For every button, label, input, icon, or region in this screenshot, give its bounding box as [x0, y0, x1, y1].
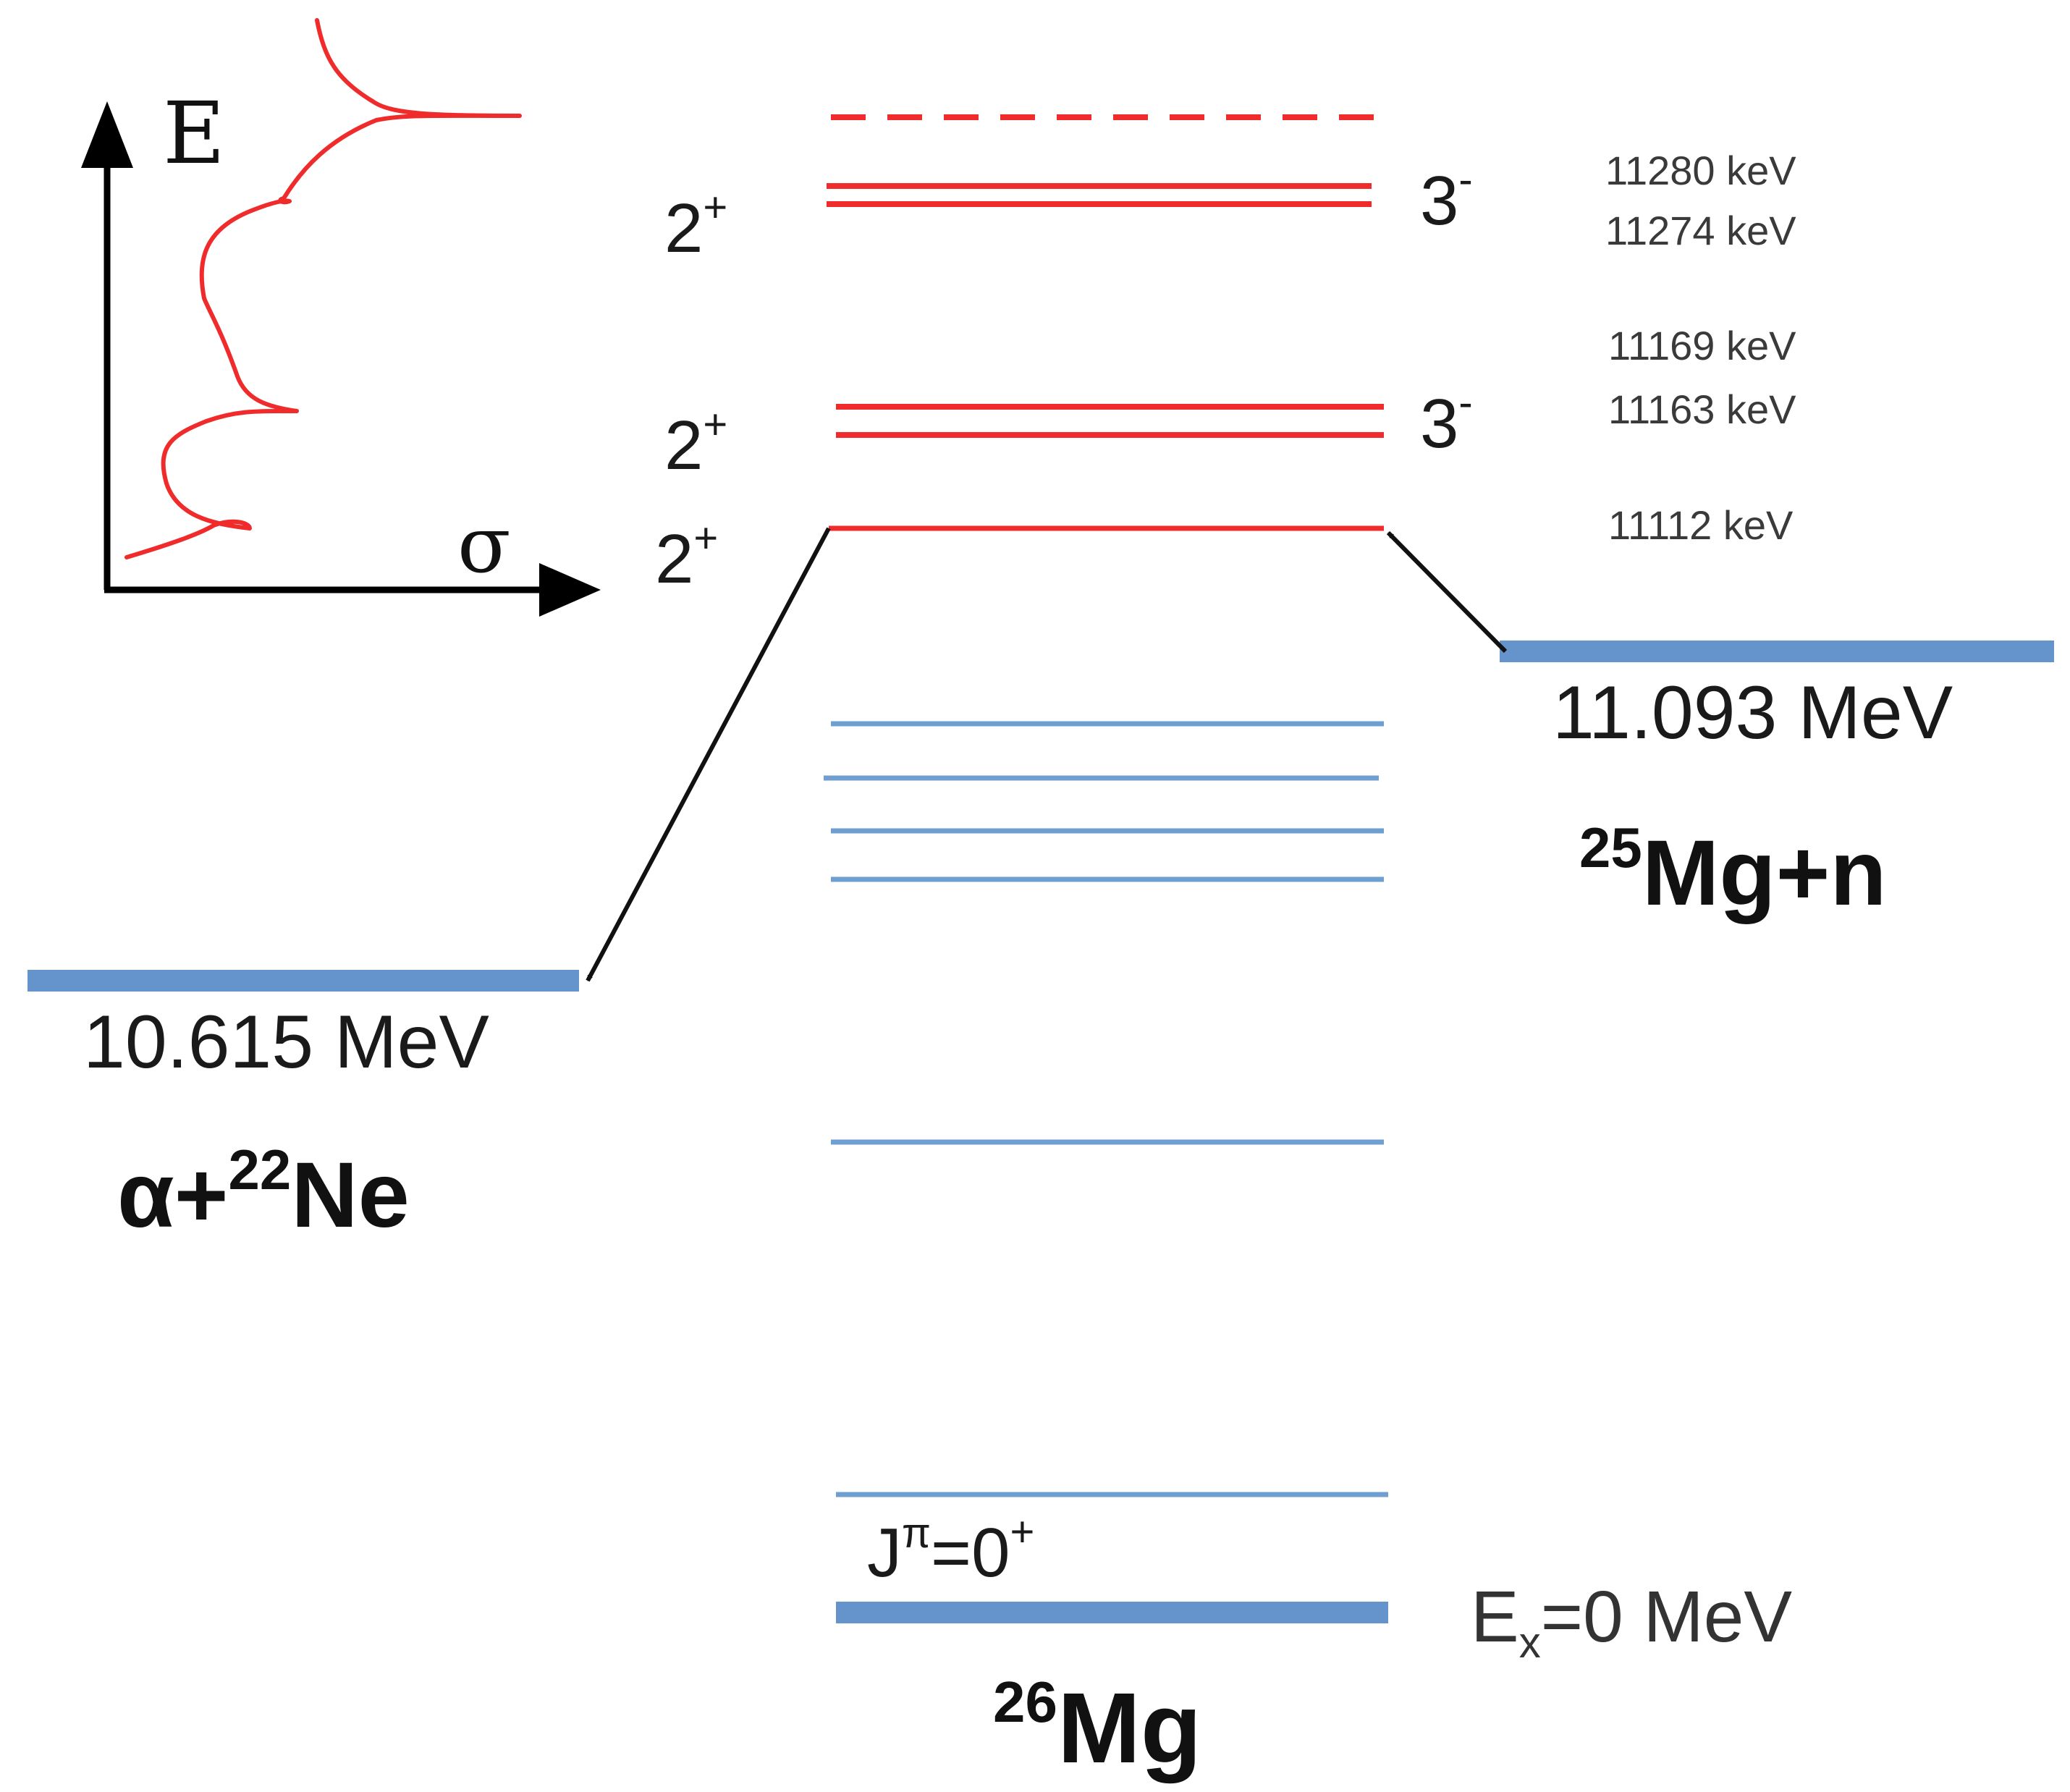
inset-x-arrowhead	[539, 563, 601, 617]
spin-label-right-top: 3-	[1420, 156, 1473, 240]
energy-label-11280: 11280 keV	[1605, 148, 1796, 193]
energy-label-11274: 11274 keV	[1605, 208, 1796, 253]
ex-sub: x	[1519, 1618, 1541, 1667]
inset-plot: E σ	[81, 18, 601, 617]
ex-e: E	[1471, 1576, 1519, 1657]
mass-number: 22	[228, 1138, 291, 1201]
mass-number: 25	[1579, 816, 1642, 879]
spin-label-left-mid: 2+	[664, 401, 727, 484]
energy-labels: 11280 keV 11274 keV 11169 keV 11163 keV …	[1605, 148, 1796, 548]
nucleus-name: Mg	[1057, 1673, 1201, 1784]
spin-label-left-top: 2+	[664, 184, 727, 267]
jpi-value: =0	[931, 1514, 1010, 1592]
jpi-plus: +	[1010, 1508, 1034, 1555]
spin-value: 2	[655, 520, 693, 598]
energy-label-11169: 11169 keV	[1608, 323, 1796, 368]
parity-plus: +	[703, 401, 727, 448]
inset-y-label: E	[163, 83, 225, 183]
nucleus-label: 26Mg	[993, 1670, 1201, 1784]
parity-minus: -	[1458, 156, 1472, 203]
spin-value: 3	[1420, 162, 1458, 240]
neutron-threshold-energy: 11.093 MeV	[1552, 671, 1953, 755]
alpha-emission-arrow	[586, 527, 831, 982]
energy-label-11112: 11112 keV	[1608, 502, 1794, 548]
inset-x-label: σ	[457, 500, 511, 591]
ground-jpi-label: Jπ=0+	[867, 1508, 1034, 1592]
alpha-channel-label: α+22Ne	[117, 1138, 410, 1247]
cross-section-curve	[124, 18, 522, 559]
parity-plus: +	[693, 515, 718, 562]
parity-plus: +	[703, 184, 727, 231]
jpi-j: J	[867, 1514, 902, 1592]
energy-label-11163: 11163 keV	[1608, 386, 1796, 432]
parity-minus: -	[1458, 379, 1472, 426]
ground-ex-label: Ex=0 MeV	[1471, 1576, 1792, 1667]
alpha-threshold-energy: 10.615 MeV	[83, 1000, 489, 1084]
spin-value: 2	[664, 190, 703, 267]
spin-label-left-low: 2+	[655, 515, 718, 598]
ex-value: =0 MeV	[1541, 1576, 1793, 1657]
neutron-channel-label: 25Mg+n	[1579, 816, 1887, 925]
channel-name: Ne	[291, 1144, 410, 1247]
bound-levels	[824, 721, 1388, 1623]
spin-value: 3	[1420, 385, 1458, 462]
spin-value: 2	[664, 407, 703, 484]
alpha-prefix: α+	[117, 1144, 228, 1247]
spin-label-right-mid: 3-	[1420, 379, 1473, 462]
jpi-pi: π	[902, 1510, 931, 1557]
channel-name: Mg+n	[1642, 821, 1887, 925]
neutron-capture-arrow	[1386, 531, 1508, 654]
resonance-levels	[827, 114, 1384, 531]
mass-number: 26	[993, 1670, 1057, 1734]
inset-y-arrowhead	[81, 101, 133, 168]
